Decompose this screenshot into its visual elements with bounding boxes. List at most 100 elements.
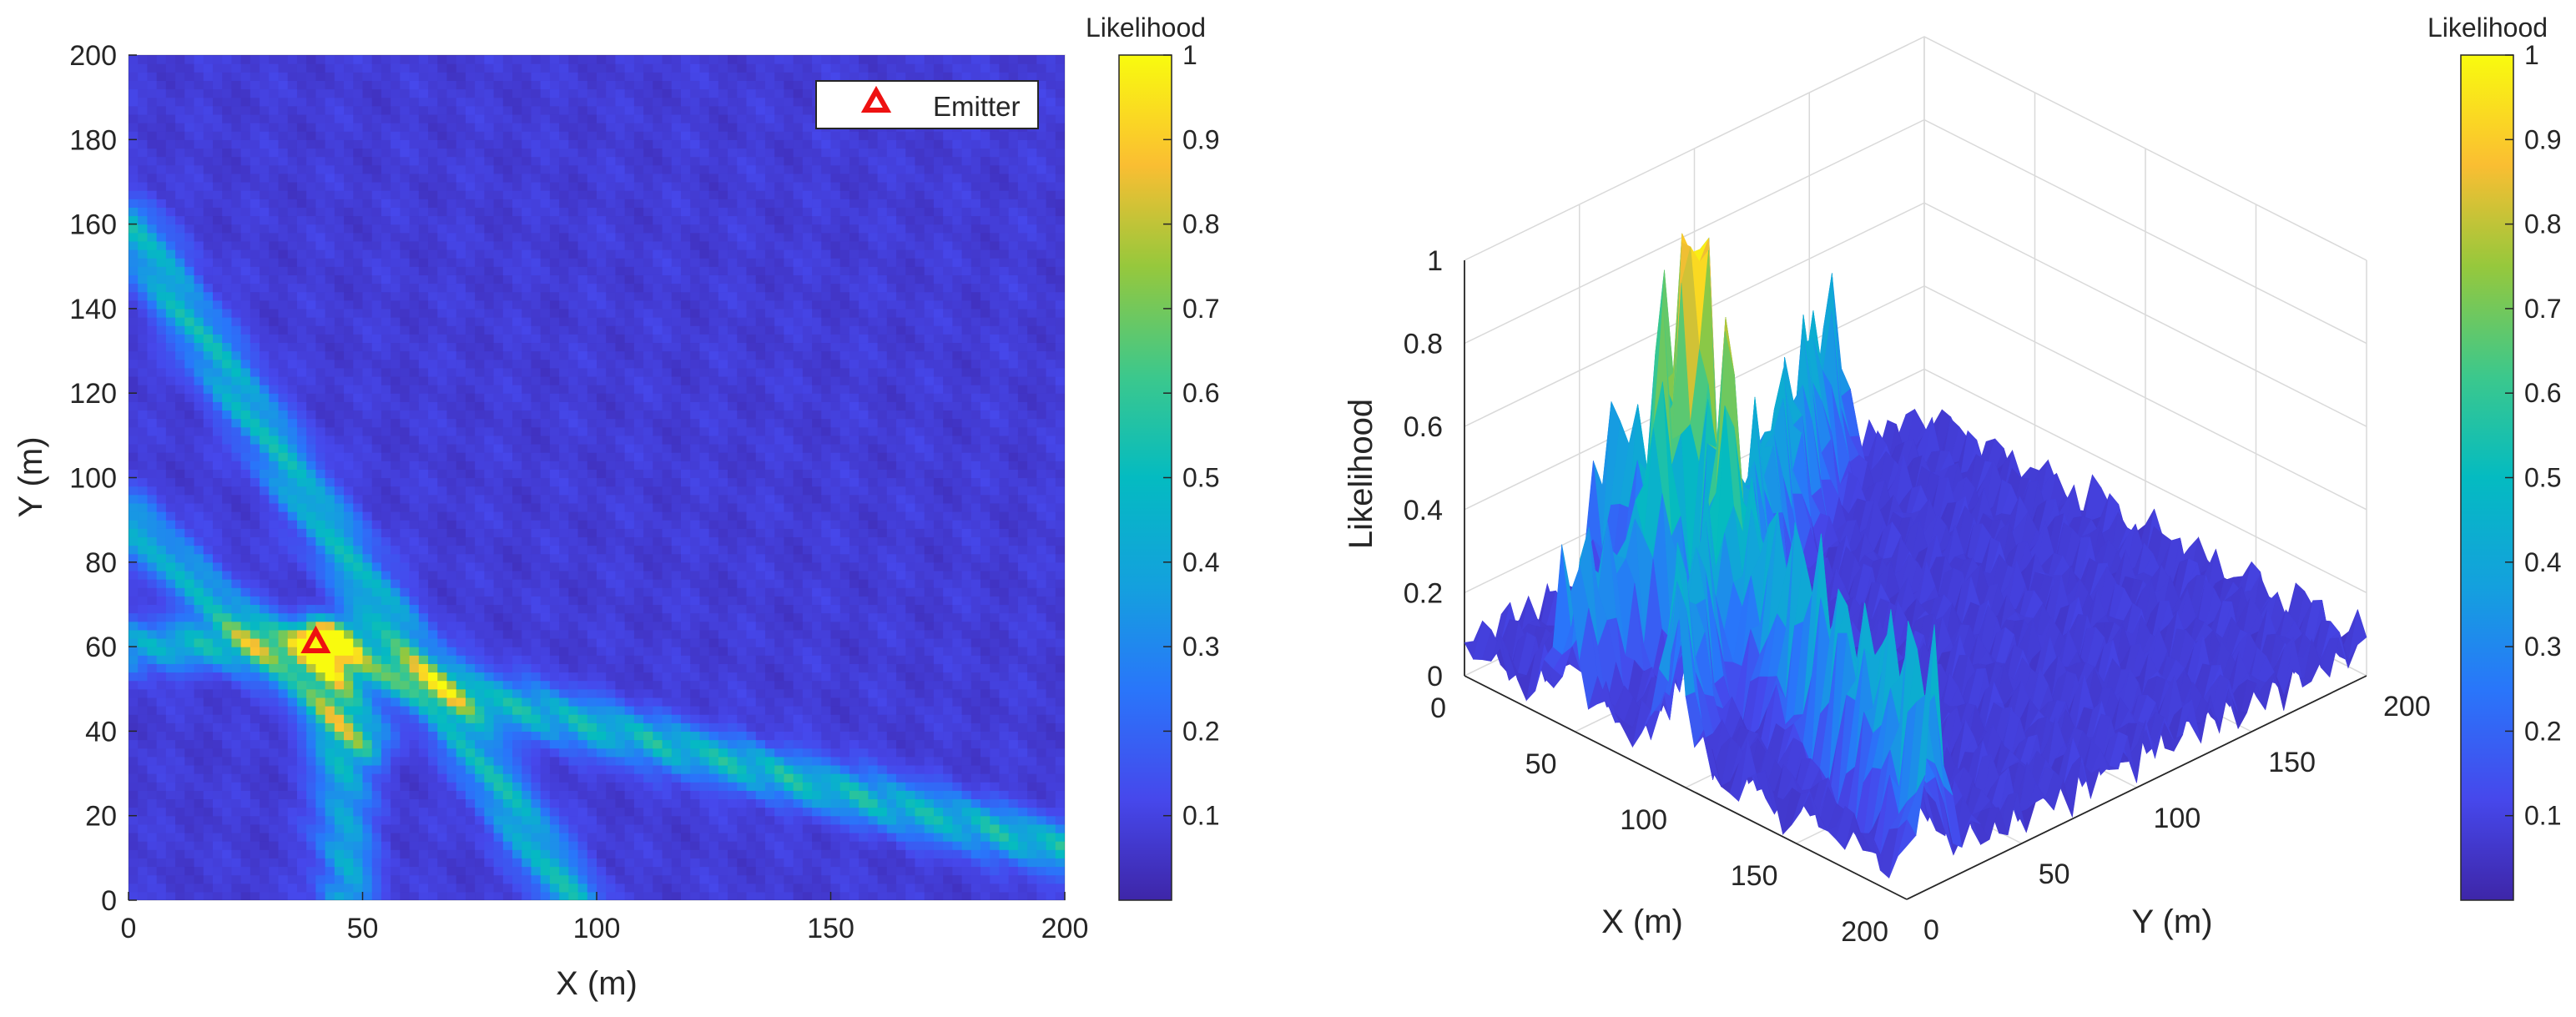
heatmap-cell [231, 502, 242, 512]
heatmap-cell [287, 148, 298, 158]
heatmap-cell [371, 874, 382, 884]
heatmap-cell [325, 258, 335, 267]
heatmap-cell [502, 325, 513, 335]
heatmap-cell [222, 418, 233, 428]
heatmap-cell [577, 148, 588, 158]
heatmap-cell [250, 156, 260, 166]
heatmap-cell [549, 832, 560, 842]
heatmap-cell [325, 283, 335, 293]
heatmap-cell [175, 148, 185, 158]
heatmap-cell [437, 697, 448, 707]
heatmap-cell [325, 841, 335, 850]
heatmap-cell [315, 55, 326, 64]
heatmap-cell [577, 748, 588, 758]
heatmap-cell [465, 148, 476, 158]
heatmap-cell [493, 317, 504, 326]
heatmap-cell [502, 385, 513, 394]
heatmap-cell [184, 258, 195, 267]
heatmap-cell [493, 477, 504, 487]
heatmap-cell [353, 647, 364, 656]
heatmap-cell [250, 807, 260, 817]
heatmap-cell [587, 536, 597, 546]
heatmap-cell [334, 173, 345, 183]
heatmap-cell [493, 410, 504, 420]
heatmap-cell [362, 291, 373, 301]
heatmap-cell [418, 528, 429, 538]
heatmap-cell [353, 790, 364, 800]
heatmap-cell [334, 131, 345, 140]
heatmap-cell [456, 883, 466, 893]
heatmap-cell [559, 469, 569, 479]
heatmap-cell [549, 283, 560, 293]
heatmap-cell [418, 258, 429, 267]
heatmap-cell [175, 773, 185, 783]
heatmap-cell [540, 173, 551, 183]
heatmap-cell [437, 190, 448, 199]
heatmap-cell [540, 215, 551, 225]
heatmap-cell [165, 815, 176, 825]
heatmap-cell [465, 325, 476, 335]
heatmap-cell [400, 579, 411, 588]
heatmap-cell [409, 393, 420, 402]
heatmap-cell [418, 832, 429, 842]
heatmap-cell [353, 350, 364, 360]
heatmap-cell [465, 88, 476, 98]
heatmap-cell [240, 401, 251, 411]
heatmap-cell [138, 782, 149, 791]
heatmap-cell [446, 452, 457, 461]
heatmap-cell [568, 452, 579, 461]
heatmap-cell [512, 773, 522, 783]
heatmap-cell [194, 300, 204, 310]
heatmap-cell [381, 570, 391, 580]
heatmap-cell [325, 647, 335, 656]
heatmap-cell [446, 410, 457, 420]
heatmap-cell [549, 426, 560, 436]
heatmap-cell [147, 874, 158, 884]
heatmap-cell [437, 621, 448, 631]
heatmap-cell [568, 401, 579, 411]
heatmap-cell [212, 511, 223, 521]
heatmap-cell [325, 511, 335, 521]
heatmap-cell [446, 317, 457, 326]
heatmap-cell [391, 139, 401, 149]
heatmap-cell [428, 181, 438, 191]
heatmap-cell [334, 113, 345, 123]
heatmap-cell [522, 528, 532, 538]
heatmap-cell [138, 131, 149, 140]
heatmap-cell [522, 773, 532, 783]
heatmap-cell [549, 561, 560, 571]
heatmap-cell [203, 841, 214, 850]
heatmap-cell [231, 426, 242, 436]
heatmap-cell [475, 520, 485, 529]
heatmap-cell [250, 173, 260, 183]
heatmap-cell [353, 731, 364, 741]
heatmap-cell [203, 375, 214, 385]
heatmap-cell [184, 849, 195, 858]
heatmap-cell [269, 258, 280, 267]
heatmap-cell [325, 731, 335, 741]
heatmap-cell [577, 88, 588, 98]
heatmap-cell [484, 672, 495, 682]
heatmap-cell [287, 629, 298, 639]
heatmap-cell [156, 596, 167, 606]
heatmap-cell [147, 164, 158, 174]
heatmap-cell [138, 325, 149, 335]
heatmap-cell [549, 367, 560, 377]
heatmap-cell [465, 359, 476, 369]
heatmap-cell [391, 815, 401, 825]
heatmap-cell [362, 215, 373, 225]
heatmap-cell [493, 697, 504, 707]
heatmap-cell [344, 553, 354, 563]
heatmap-cell [184, 375, 195, 385]
heatmap-cell [540, 410, 551, 420]
heatmap-cell [129, 317, 139, 326]
heatmap-cell [587, 612, 597, 622]
heatmap-cell [156, 832, 167, 842]
heatmap-cell [475, 385, 485, 394]
heatmap-cell [296, 435, 307, 445]
heatmap-cell [409, 426, 420, 436]
heatmap-cell [203, 520, 214, 529]
heatmap-cell [344, 207, 354, 217]
heatmap-cell [212, 553, 223, 563]
heatmap-cell [231, 782, 242, 791]
